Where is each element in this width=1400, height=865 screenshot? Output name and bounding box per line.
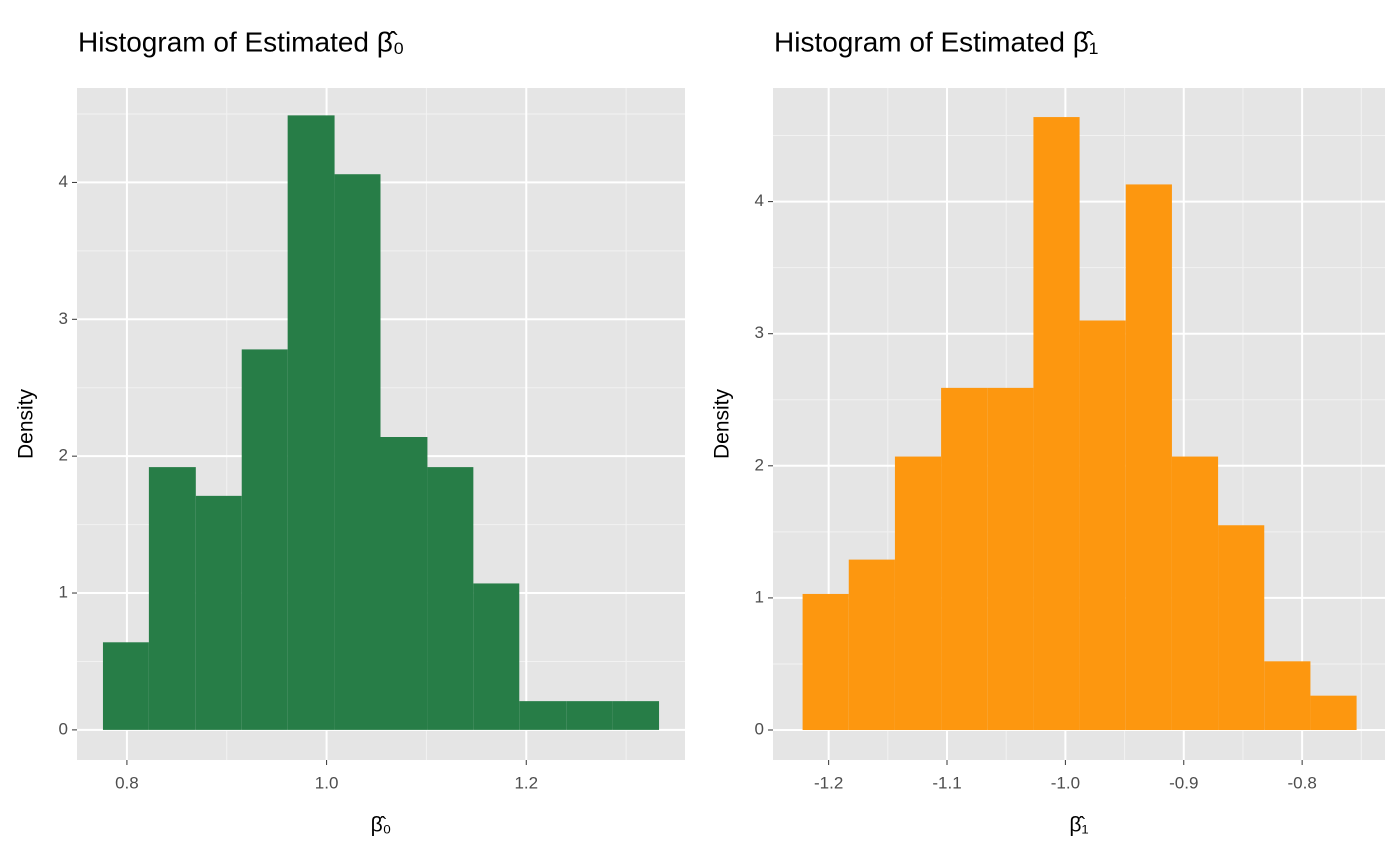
y-tick-label: 1: [59, 583, 68, 602]
y-tick-label: 3: [59, 309, 68, 328]
chart-title: Histogram of Estimated β̂₀: [78, 26, 405, 57]
x-tick-label: -1.0: [1051, 773, 1080, 792]
bar: [1218, 525, 1265, 731]
bar: [473, 583, 520, 730]
bar: [102, 642, 149, 730]
x-axis-title: β̂₀: [371, 814, 392, 837]
bar: [380, 437, 428, 730]
y-axis-title: Density: [15, 388, 38, 459]
x-tick-label: 0.8: [115, 773, 139, 792]
bar: [987, 387, 1034, 731]
x-tick-label: -1.2: [814, 773, 843, 792]
bar: [894, 456, 942, 731]
x-tick-label: -1.1: [932, 773, 961, 792]
y-tick-label: 4: [755, 191, 764, 210]
y-axis-title: Density: [711, 388, 734, 459]
bar: [848, 559, 895, 731]
bar: [612, 701, 660, 730]
x-axis-title: β̂₁: [1069, 814, 1088, 837]
y-tick-label: 1: [755, 587, 764, 606]
bar: [519, 701, 567, 730]
y-tick-label: 0: [755, 719, 764, 738]
bar: [1171, 456, 1219, 731]
y-tick-label: 4: [59, 172, 68, 191]
bar: [1125, 184, 1172, 731]
bar: [148, 467, 196, 730]
x-tick-label: 1.2: [514, 773, 538, 792]
bar: [334, 174, 381, 730]
bar: [241, 349, 288, 730]
bar: [287, 115, 335, 730]
bar: [427, 467, 474, 730]
bar: [802, 593, 849, 731]
bar: [1310, 695, 1357, 731]
y-tick-label: 2: [59, 446, 68, 465]
x-tick-label: 1.0: [315, 773, 339, 792]
y-tick-label: 2: [755, 455, 764, 474]
bar: [566, 701, 613, 730]
chart-title: Histogram of Estimated β̂₁: [774, 26, 1098, 57]
bar: [941, 387, 988, 731]
x-tick-label: -0.8: [1287, 773, 1316, 792]
bar: [1079, 320, 1126, 731]
y-tick-label: 0: [59, 719, 68, 738]
x-tick-label: -0.9: [1169, 773, 1198, 792]
y-tick-label: 3: [755, 323, 764, 342]
bar: [195, 495, 242, 730]
bar: [1264, 661, 1311, 731]
bar: [1033, 117, 1080, 731]
